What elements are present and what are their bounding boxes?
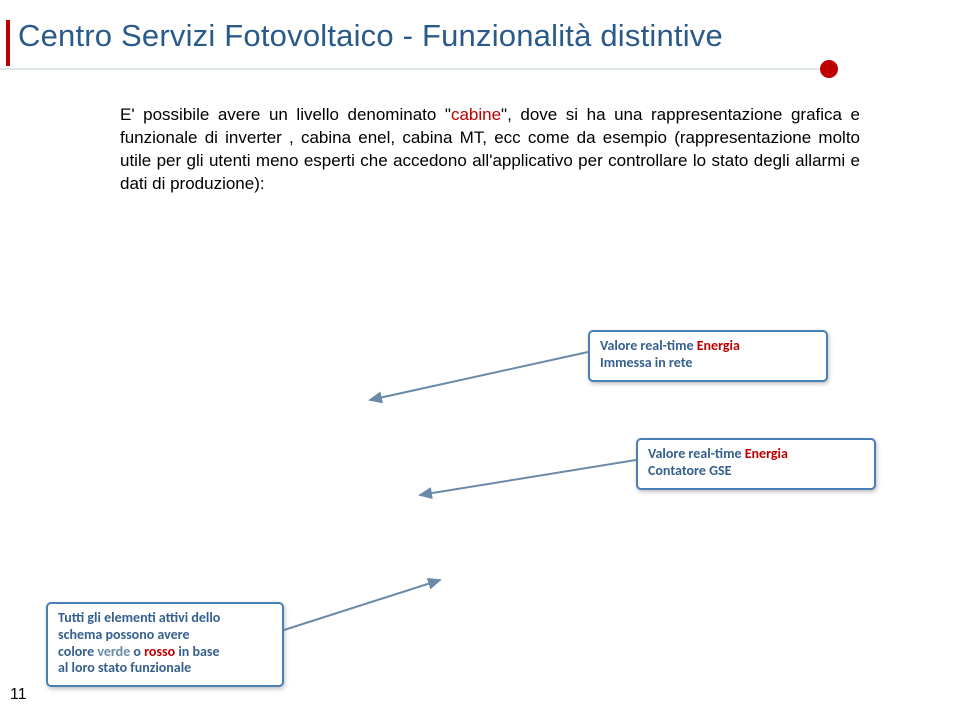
arrow-layer: [0, 0, 960, 718]
page-number: 11: [10, 686, 27, 704]
arrow-line: [370, 352, 588, 400]
arrow-line: [420, 460, 636, 495]
arrow-line: [284, 580, 440, 630]
